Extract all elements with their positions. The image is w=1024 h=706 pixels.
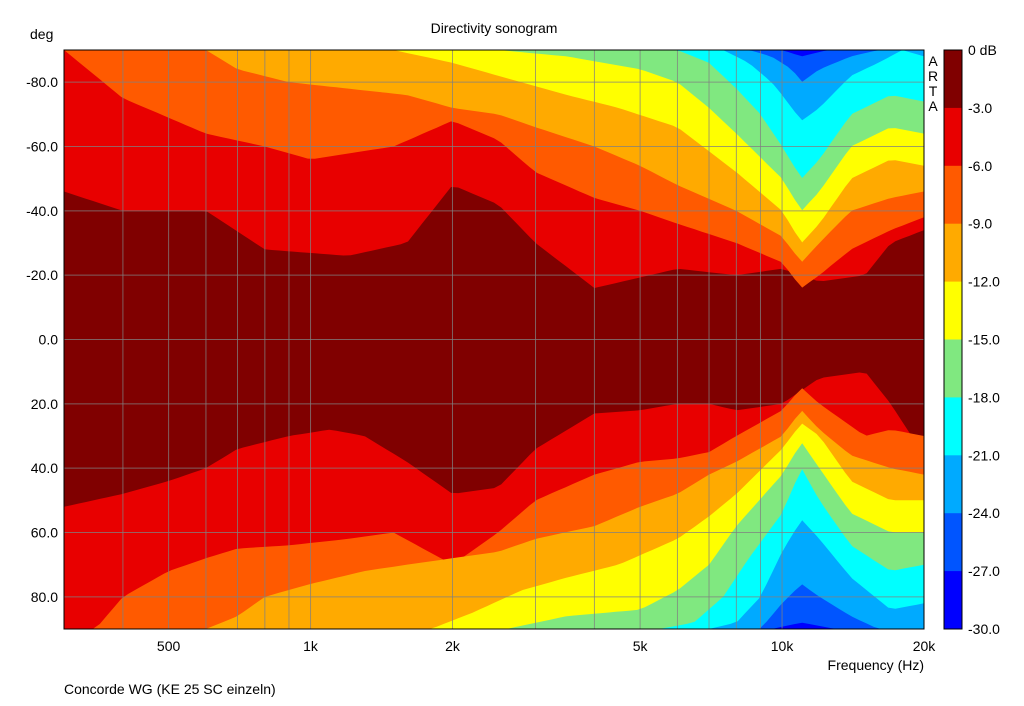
colorbar-swatch: [944, 455, 962, 514]
colorbar-label: -6.0: [968, 158, 992, 174]
colorbar-swatch: [944, 339, 962, 398]
y-tick-label: 20.0: [31, 396, 58, 412]
x-tick-label: 500: [157, 638, 181, 654]
y-tick-label: -20.0: [26, 267, 58, 283]
colorbar-label: -18.0: [968, 389, 1000, 405]
colorbar-label: -27.0: [968, 563, 1000, 579]
colorbar-label: -9.0: [968, 216, 992, 232]
brand-letter: A: [928, 98, 938, 114]
x-tick-label: 5k: [633, 638, 649, 654]
y-tick-label: 0.0: [39, 332, 59, 348]
chart-title: Directivity sonogram: [431, 20, 558, 36]
plot-frame: [63, 49, 925, 630]
colorbar-label: -3.0: [968, 100, 992, 116]
colorbar-label: -12.0: [968, 274, 1000, 290]
colorbar-tick-labels: 0 dB -3.0 -6.0 -9.0 -12.0 -15.0 -18.0 -21.0 -24.…: [968, 42, 1000, 637]
colorbar-label: -24.0: [968, 505, 1000, 521]
colorbar: [943, 49, 963, 630]
x-axis-label: Frequency (Hz): [828, 657, 924, 673]
y-tick-label: 40.0: [31, 460, 58, 476]
colorbar-label: -30.0: [968, 621, 1000, 637]
band-bottom-24db: [64, 584, 924, 629]
y-tick-label: 80.0: [31, 589, 58, 605]
x-tick-label: 10k: [771, 638, 795, 654]
colorbar-label: -21.0: [968, 447, 1000, 463]
colorbar-swatch: [944, 397, 962, 456]
y-tick-label: 60.0: [31, 525, 58, 541]
x-tick-label: 1k: [303, 638, 319, 654]
colorbar-frame: [943, 49, 963, 630]
y-axis-label: deg: [30, 26, 53, 42]
colorbar-swatch: [944, 281, 962, 340]
y-tick-label: -40.0: [26, 203, 58, 219]
y-tick-label: -60.0: [26, 139, 58, 155]
colorbar-swatch: [944, 571, 962, 630]
brand-letter: A: [928, 53, 938, 69]
colorbar-swatch: [944, 165, 962, 225]
x-tick-label: 2k: [445, 638, 461, 654]
colorbar-swatch: [944, 223, 962, 283]
y-tick-labels: -80.0 -60.0 -40.0 -20.0 0.0 20.0 40.0 60.0 80.0: [26, 74, 58, 605]
colorbar-swatch: [944, 50, 962, 109]
band-top-24db: [64, 50, 924, 82]
x-tick-labels: 500 1k 2k 5k 10k 20k: [157, 638, 936, 654]
y-tick-label: -80.0: [26, 74, 58, 90]
brand-letter: R: [928, 68, 938, 84]
x-tick-label: 20k: [913, 638, 937, 654]
footnote: Concorde WG (KE 25 SC einzeln): [64, 681, 276, 697]
colorbar-label: 0 dB: [968, 42, 997, 58]
brand-letter: T: [929, 83, 938, 99]
colorbar-label: -15.0: [968, 332, 1000, 348]
colorbar-swatch: [944, 513, 962, 572]
colorbar-swatch: [944, 107, 962, 167]
grid-lines: [64, 50, 925, 629]
